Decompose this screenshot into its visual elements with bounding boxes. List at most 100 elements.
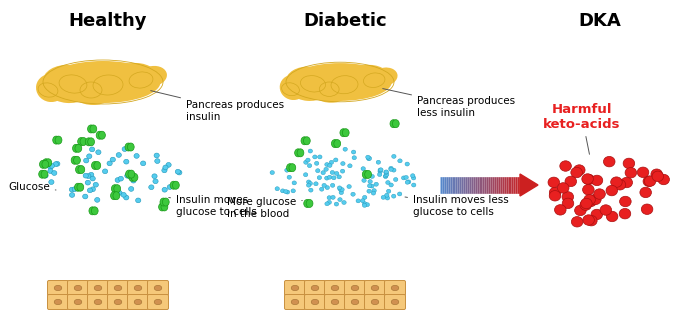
Ellipse shape — [284, 190, 288, 193]
Ellipse shape — [41, 170, 48, 178]
Ellipse shape — [306, 158, 310, 162]
Ellipse shape — [313, 155, 317, 159]
Ellipse shape — [54, 299, 62, 305]
Ellipse shape — [331, 139, 338, 148]
Ellipse shape — [338, 198, 342, 202]
Ellipse shape — [124, 159, 129, 164]
FancyBboxPatch shape — [127, 281, 148, 295]
Ellipse shape — [316, 169, 320, 173]
Ellipse shape — [96, 131, 103, 139]
Ellipse shape — [583, 215, 594, 225]
Ellipse shape — [620, 196, 631, 207]
Ellipse shape — [384, 170, 388, 174]
Ellipse shape — [291, 285, 299, 291]
Ellipse shape — [351, 285, 359, 291]
Ellipse shape — [331, 195, 335, 199]
Ellipse shape — [386, 189, 391, 193]
Ellipse shape — [77, 183, 84, 191]
Ellipse shape — [325, 186, 330, 190]
Ellipse shape — [96, 150, 101, 155]
Ellipse shape — [78, 138, 85, 145]
Ellipse shape — [412, 183, 416, 187]
Ellipse shape — [307, 180, 311, 184]
Ellipse shape — [91, 207, 98, 215]
Text: Pancreas produces
less insulin: Pancreas produces less insulin — [383, 89, 515, 117]
Ellipse shape — [309, 188, 313, 192]
Ellipse shape — [363, 170, 369, 178]
Ellipse shape — [365, 170, 372, 178]
Ellipse shape — [154, 285, 162, 291]
Ellipse shape — [54, 285, 62, 291]
Ellipse shape — [348, 164, 352, 168]
Ellipse shape — [148, 185, 154, 190]
Text: Pancreas produces
insulin: Pancreas produces insulin — [150, 91, 284, 122]
FancyBboxPatch shape — [365, 281, 386, 295]
Ellipse shape — [324, 167, 328, 171]
Ellipse shape — [585, 196, 596, 207]
FancyBboxPatch shape — [344, 281, 365, 295]
Ellipse shape — [589, 194, 601, 205]
Ellipse shape — [88, 188, 92, 193]
Ellipse shape — [55, 136, 62, 144]
Ellipse shape — [111, 192, 118, 200]
Ellipse shape — [71, 75, 116, 105]
Ellipse shape — [651, 169, 662, 179]
Ellipse shape — [275, 187, 279, 191]
Ellipse shape — [334, 202, 339, 206]
Ellipse shape — [285, 168, 289, 172]
Ellipse shape — [281, 189, 285, 193]
Ellipse shape — [141, 161, 146, 166]
Ellipse shape — [562, 192, 573, 202]
Ellipse shape — [110, 157, 116, 162]
Ellipse shape — [71, 156, 78, 164]
Ellipse shape — [83, 173, 88, 178]
Ellipse shape — [560, 161, 571, 171]
Ellipse shape — [342, 129, 349, 137]
Ellipse shape — [363, 202, 367, 206]
Ellipse shape — [155, 159, 160, 164]
Ellipse shape — [377, 172, 382, 177]
Ellipse shape — [312, 299, 318, 305]
Ellipse shape — [93, 182, 99, 187]
Ellipse shape — [136, 198, 141, 203]
Ellipse shape — [367, 189, 371, 193]
Ellipse shape — [80, 138, 87, 145]
Ellipse shape — [643, 176, 655, 187]
Ellipse shape — [343, 147, 347, 151]
Ellipse shape — [154, 153, 160, 158]
Ellipse shape — [167, 185, 172, 190]
Ellipse shape — [85, 138, 92, 146]
Ellipse shape — [328, 175, 332, 179]
Ellipse shape — [314, 182, 318, 186]
Ellipse shape — [118, 176, 123, 181]
Ellipse shape — [162, 168, 167, 173]
Ellipse shape — [307, 164, 312, 168]
Ellipse shape — [308, 149, 312, 153]
Ellipse shape — [139, 66, 167, 86]
Ellipse shape — [159, 203, 165, 211]
Ellipse shape — [312, 285, 318, 291]
Ellipse shape — [550, 190, 561, 201]
Ellipse shape — [322, 183, 326, 187]
Ellipse shape — [131, 173, 138, 181]
Ellipse shape — [166, 163, 172, 167]
Ellipse shape — [42, 160, 49, 168]
Ellipse shape — [594, 189, 606, 199]
Ellipse shape — [652, 171, 664, 182]
Ellipse shape — [340, 129, 346, 137]
Ellipse shape — [176, 170, 182, 175]
FancyBboxPatch shape — [108, 281, 129, 295]
Ellipse shape — [287, 175, 291, 179]
Ellipse shape — [378, 169, 382, 173]
FancyBboxPatch shape — [148, 294, 169, 310]
Ellipse shape — [334, 139, 341, 148]
Ellipse shape — [90, 187, 95, 191]
Ellipse shape — [325, 202, 329, 206]
Ellipse shape — [337, 186, 342, 190]
Ellipse shape — [88, 125, 94, 133]
Ellipse shape — [160, 198, 167, 206]
Ellipse shape — [334, 158, 338, 162]
Ellipse shape — [307, 183, 311, 187]
Ellipse shape — [372, 189, 377, 192]
Ellipse shape — [342, 200, 346, 205]
